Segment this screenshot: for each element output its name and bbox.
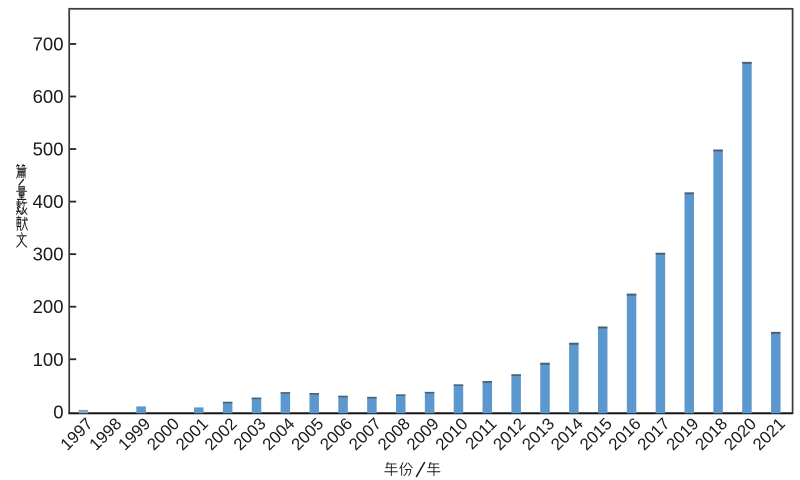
svg-text:0: 0 [53, 401, 63, 422]
svg-text:200: 200 [33, 296, 64, 317]
svg-text:700: 700 [33, 34, 64, 55]
svg-text:400: 400 [33, 191, 64, 212]
svg-text:100: 100 [33, 349, 64, 370]
svg-text:600: 600 [33, 86, 64, 107]
svg-text:300: 300 [33, 244, 64, 265]
svg-text:500: 500 [33, 139, 64, 160]
